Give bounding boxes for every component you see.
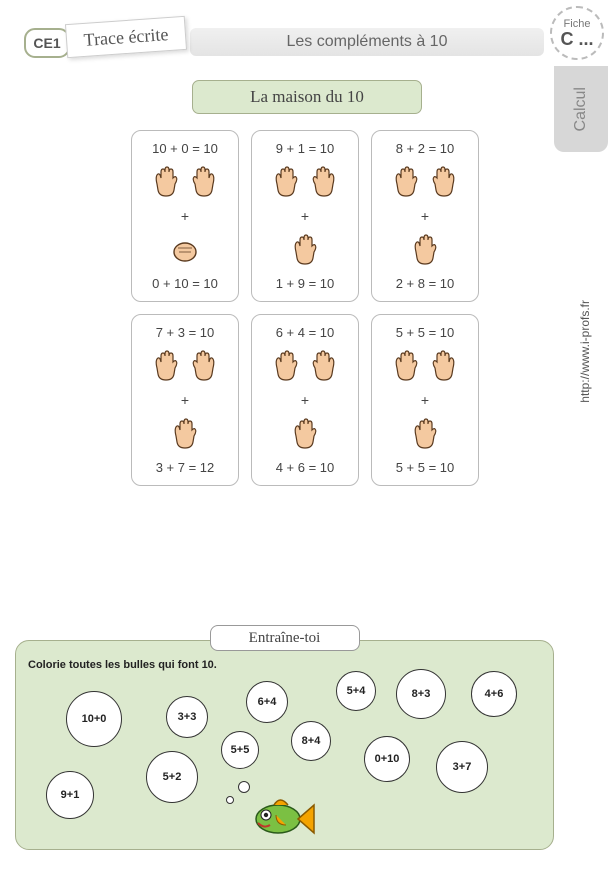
header: CE1 Trace écrite Les compléments à 10 bbox=[10, 10, 544, 60]
hand-icon bbox=[408, 416, 442, 452]
hands-bottom bbox=[408, 232, 442, 268]
hand-icon bbox=[269, 348, 303, 384]
equation-top: 7 + 3 = 10 bbox=[156, 325, 215, 340]
cards-grid: 10 + 0 = 10 + 0 + 10 = 10 9 + 1 = 10 + 1… bbox=[120, 130, 490, 486]
small-bubble bbox=[238, 781, 250, 793]
hands-top bbox=[149, 348, 221, 384]
hand-icon bbox=[187, 164, 221, 200]
bubble: 5+2 bbox=[146, 751, 198, 803]
equation-bottom: 4 + 6 = 10 bbox=[276, 460, 335, 475]
hand-icon bbox=[307, 164, 341, 200]
hand-icon bbox=[389, 348, 423, 384]
plus-sign: + bbox=[301, 392, 309, 408]
source-url: http://www.i-profs.fr bbox=[578, 300, 592, 403]
hands-bottom bbox=[168, 232, 202, 268]
bubble: 8+4 bbox=[291, 721, 331, 761]
section-title: La maison du 10 bbox=[192, 80, 422, 114]
equation-top: 9 + 1 = 10 bbox=[276, 141, 335, 156]
practice-label: Entraîne-toi bbox=[210, 625, 360, 651]
bubble: 3+3 bbox=[166, 696, 208, 738]
hand-icon bbox=[427, 348, 461, 384]
complement-card: 9 + 1 = 10 + 1 + 9 = 10 bbox=[251, 130, 359, 302]
small-bubble bbox=[226, 796, 234, 804]
hand-icon bbox=[187, 348, 221, 384]
equation-top: 8 + 2 = 10 bbox=[396, 141, 455, 156]
hand-icon bbox=[307, 348, 341, 384]
hands-top bbox=[269, 164, 341, 200]
hand-icon bbox=[149, 348, 183, 384]
hand-icon bbox=[168, 232, 202, 268]
complement-card: 7 + 3 = 10 + 3 + 7 = 12 bbox=[131, 314, 239, 486]
hands-bottom bbox=[288, 232, 322, 268]
bubble: 5+4 bbox=[336, 671, 376, 711]
hands-top bbox=[389, 164, 461, 200]
plus-sign: + bbox=[181, 392, 189, 408]
hands-top bbox=[149, 164, 221, 200]
equation-bottom: 1 + 9 = 10 bbox=[276, 276, 335, 291]
page-title: Les compléments à 10 bbox=[190, 28, 544, 56]
hand-icon bbox=[427, 164, 461, 200]
bubble: 5+5 bbox=[221, 731, 259, 769]
plus-sign: + bbox=[301, 208, 309, 224]
hands-bottom bbox=[408, 416, 442, 452]
hand-icon bbox=[408, 232, 442, 268]
equation-top: 10 + 0 = 10 bbox=[152, 141, 218, 156]
hands-top bbox=[389, 348, 461, 384]
grade-badge: CE1 bbox=[24, 28, 70, 58]
bubble: 0+10 bbox=[364, 736, 410, 782]
bubble: 8+3 bbox=[396, 669, 446, 719]
fish-icon bbox=[246, 791, 316, 841]
sidebar-label: Calcul bbox=[572, 87, 590, 131]
fiche-badge: Fiche C ... bbox=[550, 6, 604, 60]
bubble: 3+7 bbox=[436, 741, 488, 793]
equation-bottom: 0 + 10 = 10 bbox=[152, 276, 218, 291]
hands-bottom bbox=[288, 416, 322, 452]
practice-instruction: Colorie toutes les bulles qui font 10. bbox=[28, 659, 217, 671]
plus-sign: + bbox=[421, 208, 429, 224]
fiche-letter: C ... bbox=[560, 30, 593, 48]
equation-bottom: 5 + 5 = 10 bbox=[396, 460, 455, 475]
hand-icon bbox=[288, 232, 322, 268]
bubble: 6+4 bbox=[246, 681, 288, 723]
complement-card: 8 + 2 = 10 + 2 + 8 = 10 bbox=[371, 130, 479, 302]
equation-bottom: 2 + 8 = 10 bbox=[396, 276, 455, 291]
complement-card: 10 + 0 = 10 + 0 + 10 = 10 bbox=[131, 130, 239, 302]
bubble: 10+0 bbox=[66, 691, 122, 747]
hand-icon bbox=[269, 164, 303, 200]
hands-top bbox=[269, 348, 341, 384]
equation-top: 6 + 4 = 10 bbox=[276, 325, 335, 340]
hand-icon bbox=[288, 416, 322, 452]
equation-top: 5 + 5 = 10 bbox=[396, 325, 455, 340]
practice-box: Entraîne-toi Colorie toutes les bulles q… bbox=[15, 640, 554, 850]
sidebar-tab: Calcul bbox=[554, 66, 608, 152]
bubble: 4+6 bbox=[471, 671, 517, 717]
plus-sign: + bbox=[421, 392, 429, 408]
hand-icon bbox=[149, 164, 183, 200]
hand-icon bbox=[389, 164, 423, 200]
hand-icon bbox=[168, 416, 202, 452]
hands-bottom bbox=[168, 416, 202, 452]
plus-sign: + bbox=[181, 208, 189, 224]
trace-label: Trace écrite bbox=[65, 16, 187, 58]
complement-card: 5 + 5 = 10 + 5 + 5 = 10 bbox=[371, 314, 479, 486]
bubble: 9+1 bbox=[46, 771, 94, 819]
equation-bottom: 3 + 7 = 12 bbox=[156, 460, 215, 475]
complement-card: 6 + 4 = 10 + 4 + 6 = 10 bbox=[251, 314, 359, 486]
